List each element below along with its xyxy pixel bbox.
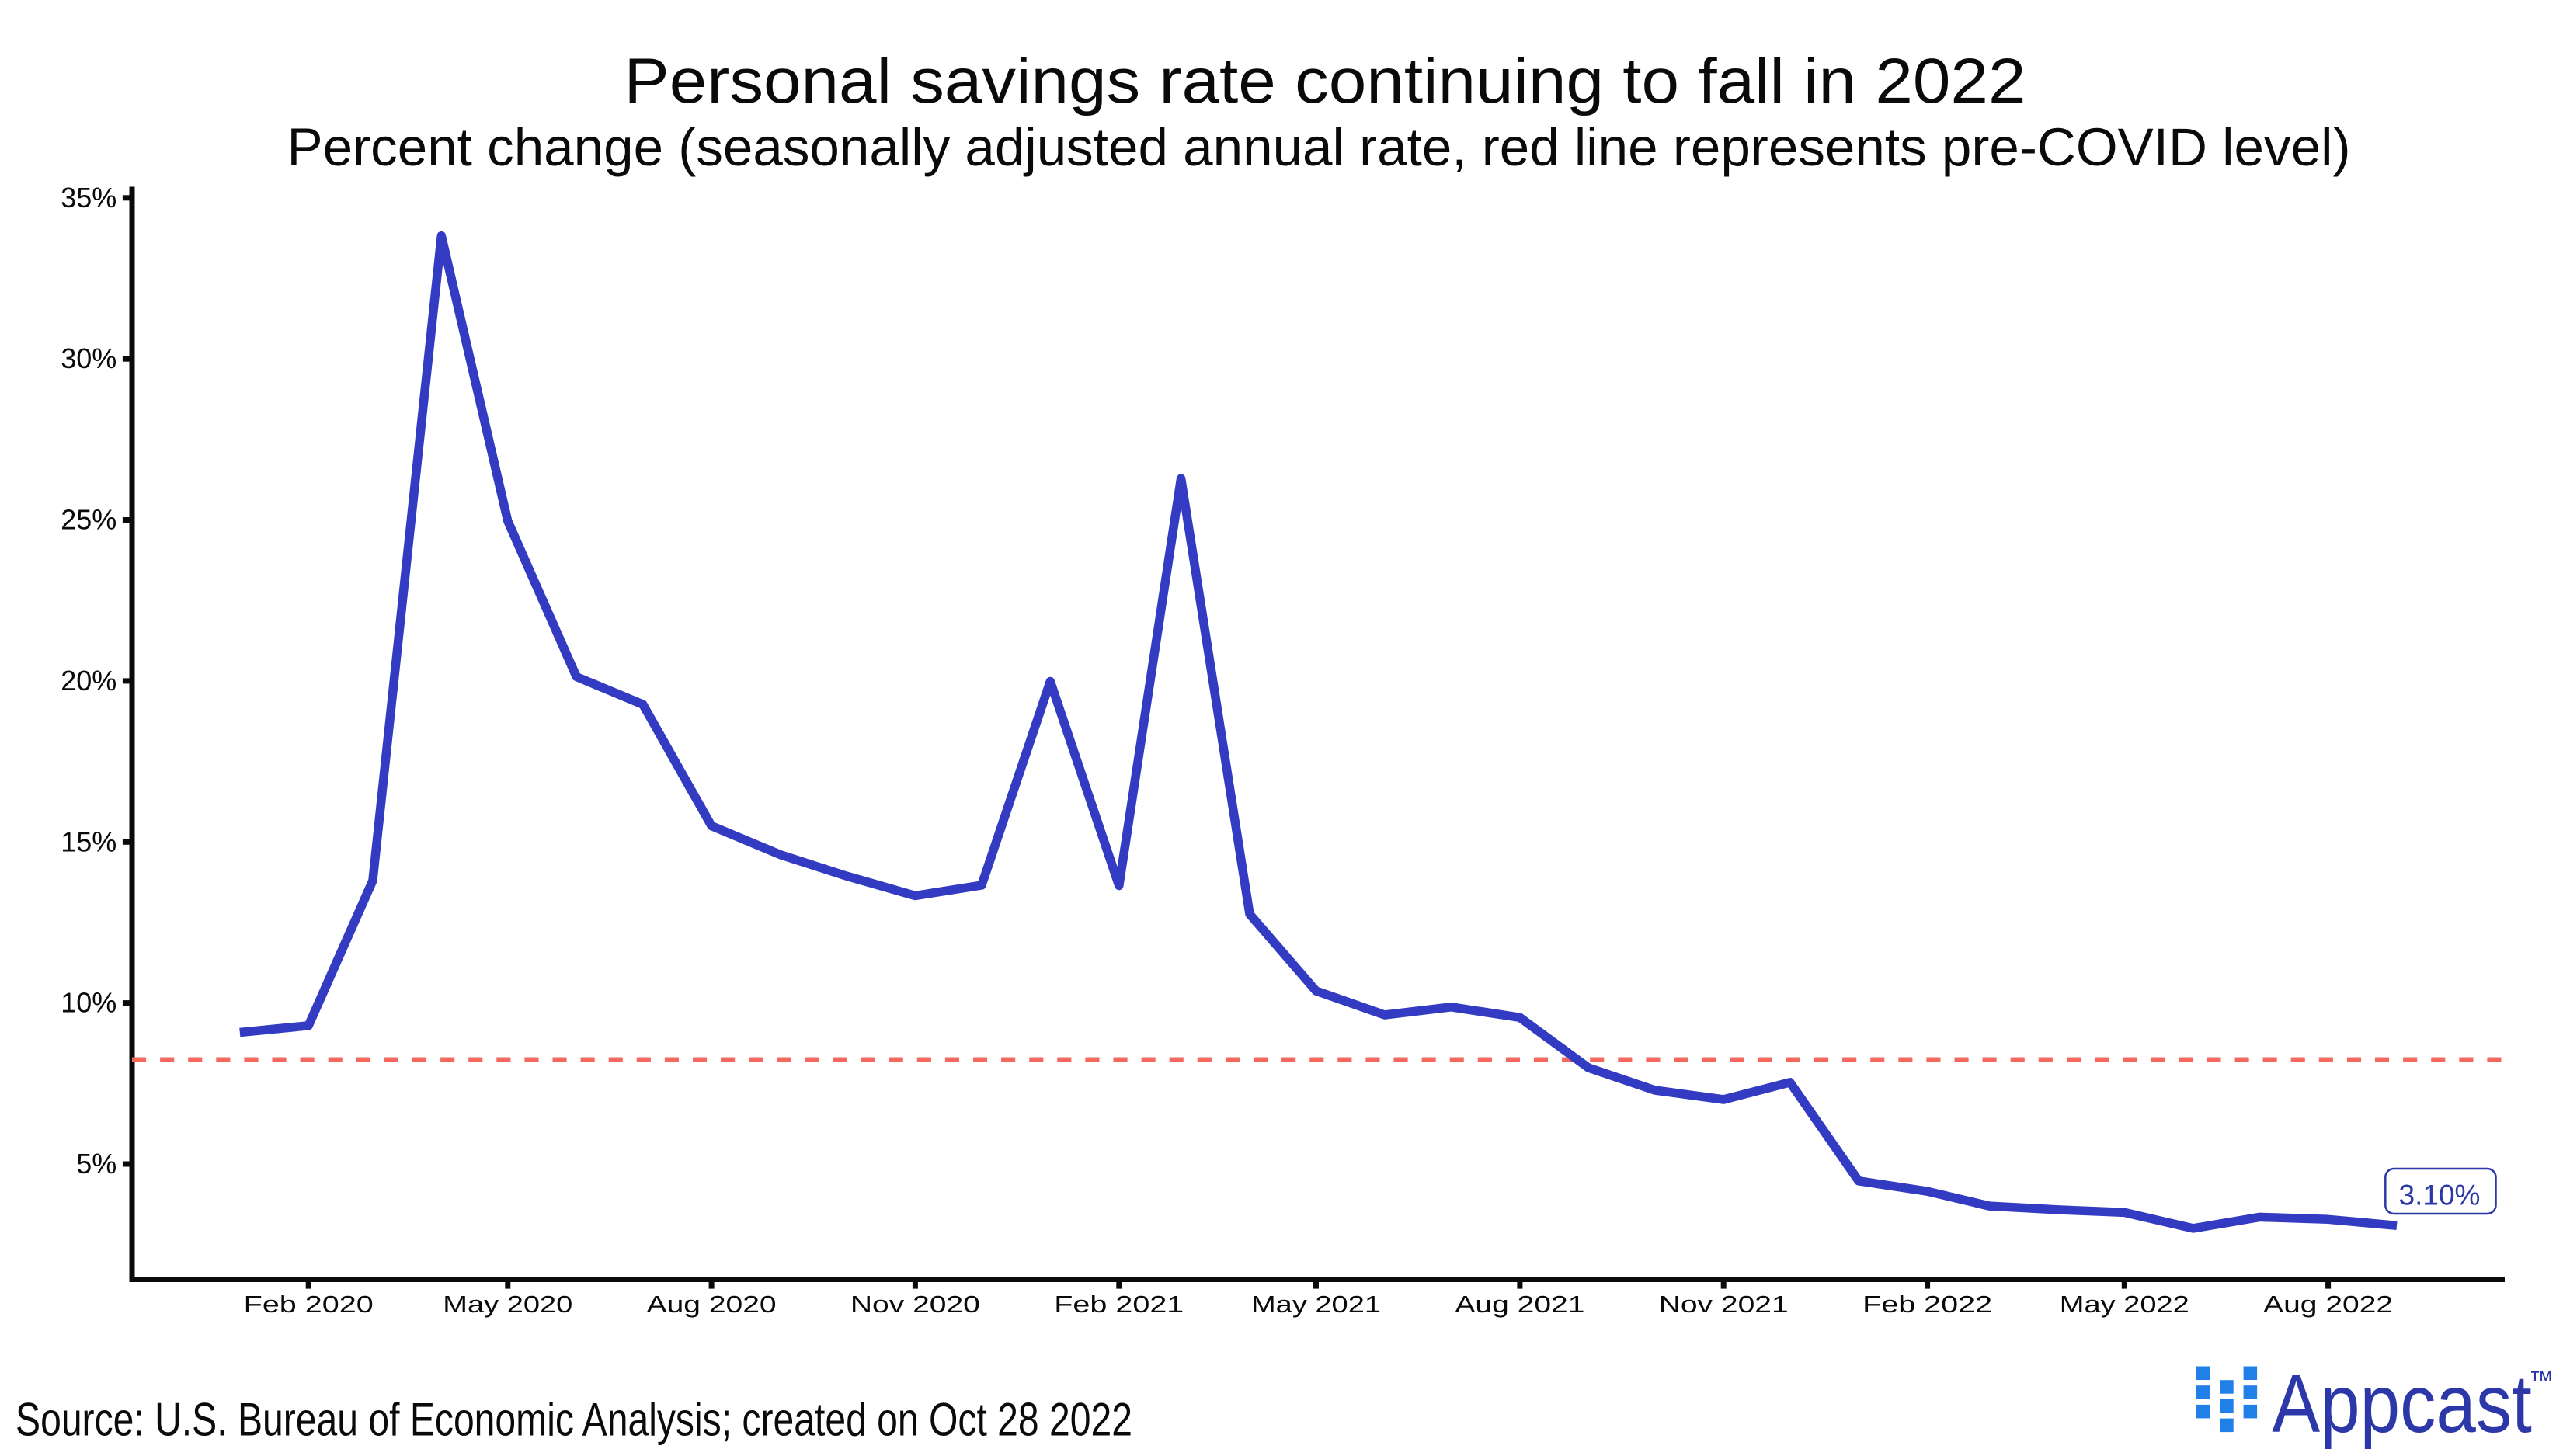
svg-text:Aug 2022: Aug 2022 [2263,1291,2393,1318]
svg-text:Feb 2022: Feb 2022 [1862,1291,1992,1318]
svg-text:25%: 25% [61,504,116,536]
svg-text:Appcast: Appcast [2272,1358,2532,1450]
svg-text:15%: 15% [61,825,116,857]
svg-text:20%: 20% [61,665,116,697]
svg-text:May 2022: May 2022 [2060,1291,2189,1318]
svg-text:Feb 2021: Feb 2021 [1054,1291,1184,1318]
svg-text:Nov 2021: Nov 2021 [1659,1291,1789,1318]
svg-text:5%: 5% [76,1148,116,1180]
svg-text:Nov 2020: Nov 2020 [850,1291,980,1318]
svg-text:35%: 35% [61,182,116,214]
svg-text:10%: 10% [61,987,116,1019]
svg-text:Aug 2020: Aug 2020 [647,1291,777,1318]
svg-text:Aug 2021: Aug 2021 [1455,1291,1584,1318]
svg-text:Personal savings rate continui: Personal savings rate continuing to fall… [624,46,2026,116]
svg-text:30%: 30% [61,342,116,374]
svg-text:Percent change (seasonally adj: Percent change (seasonally adjusted annu… [287,117,2351,177]
svg-text:Source: U.S. Bureau of Economi: Source: U.S. Bureau of Economic Analysis… [16,1394,1132,1446]
svg-text:™: ™ [2529,1366,2554,1394]
svg-text:Feb 2020: Feb 2020 [244,1291,374,1318]
svg-text:3.10%: 3.10% [2399,1180,2481,1211]
svg-text:May 2021: May 2021 [1251,1291,1381,1318]
svg-text:May 2020: May 2020 [443,1291,572,1318]
